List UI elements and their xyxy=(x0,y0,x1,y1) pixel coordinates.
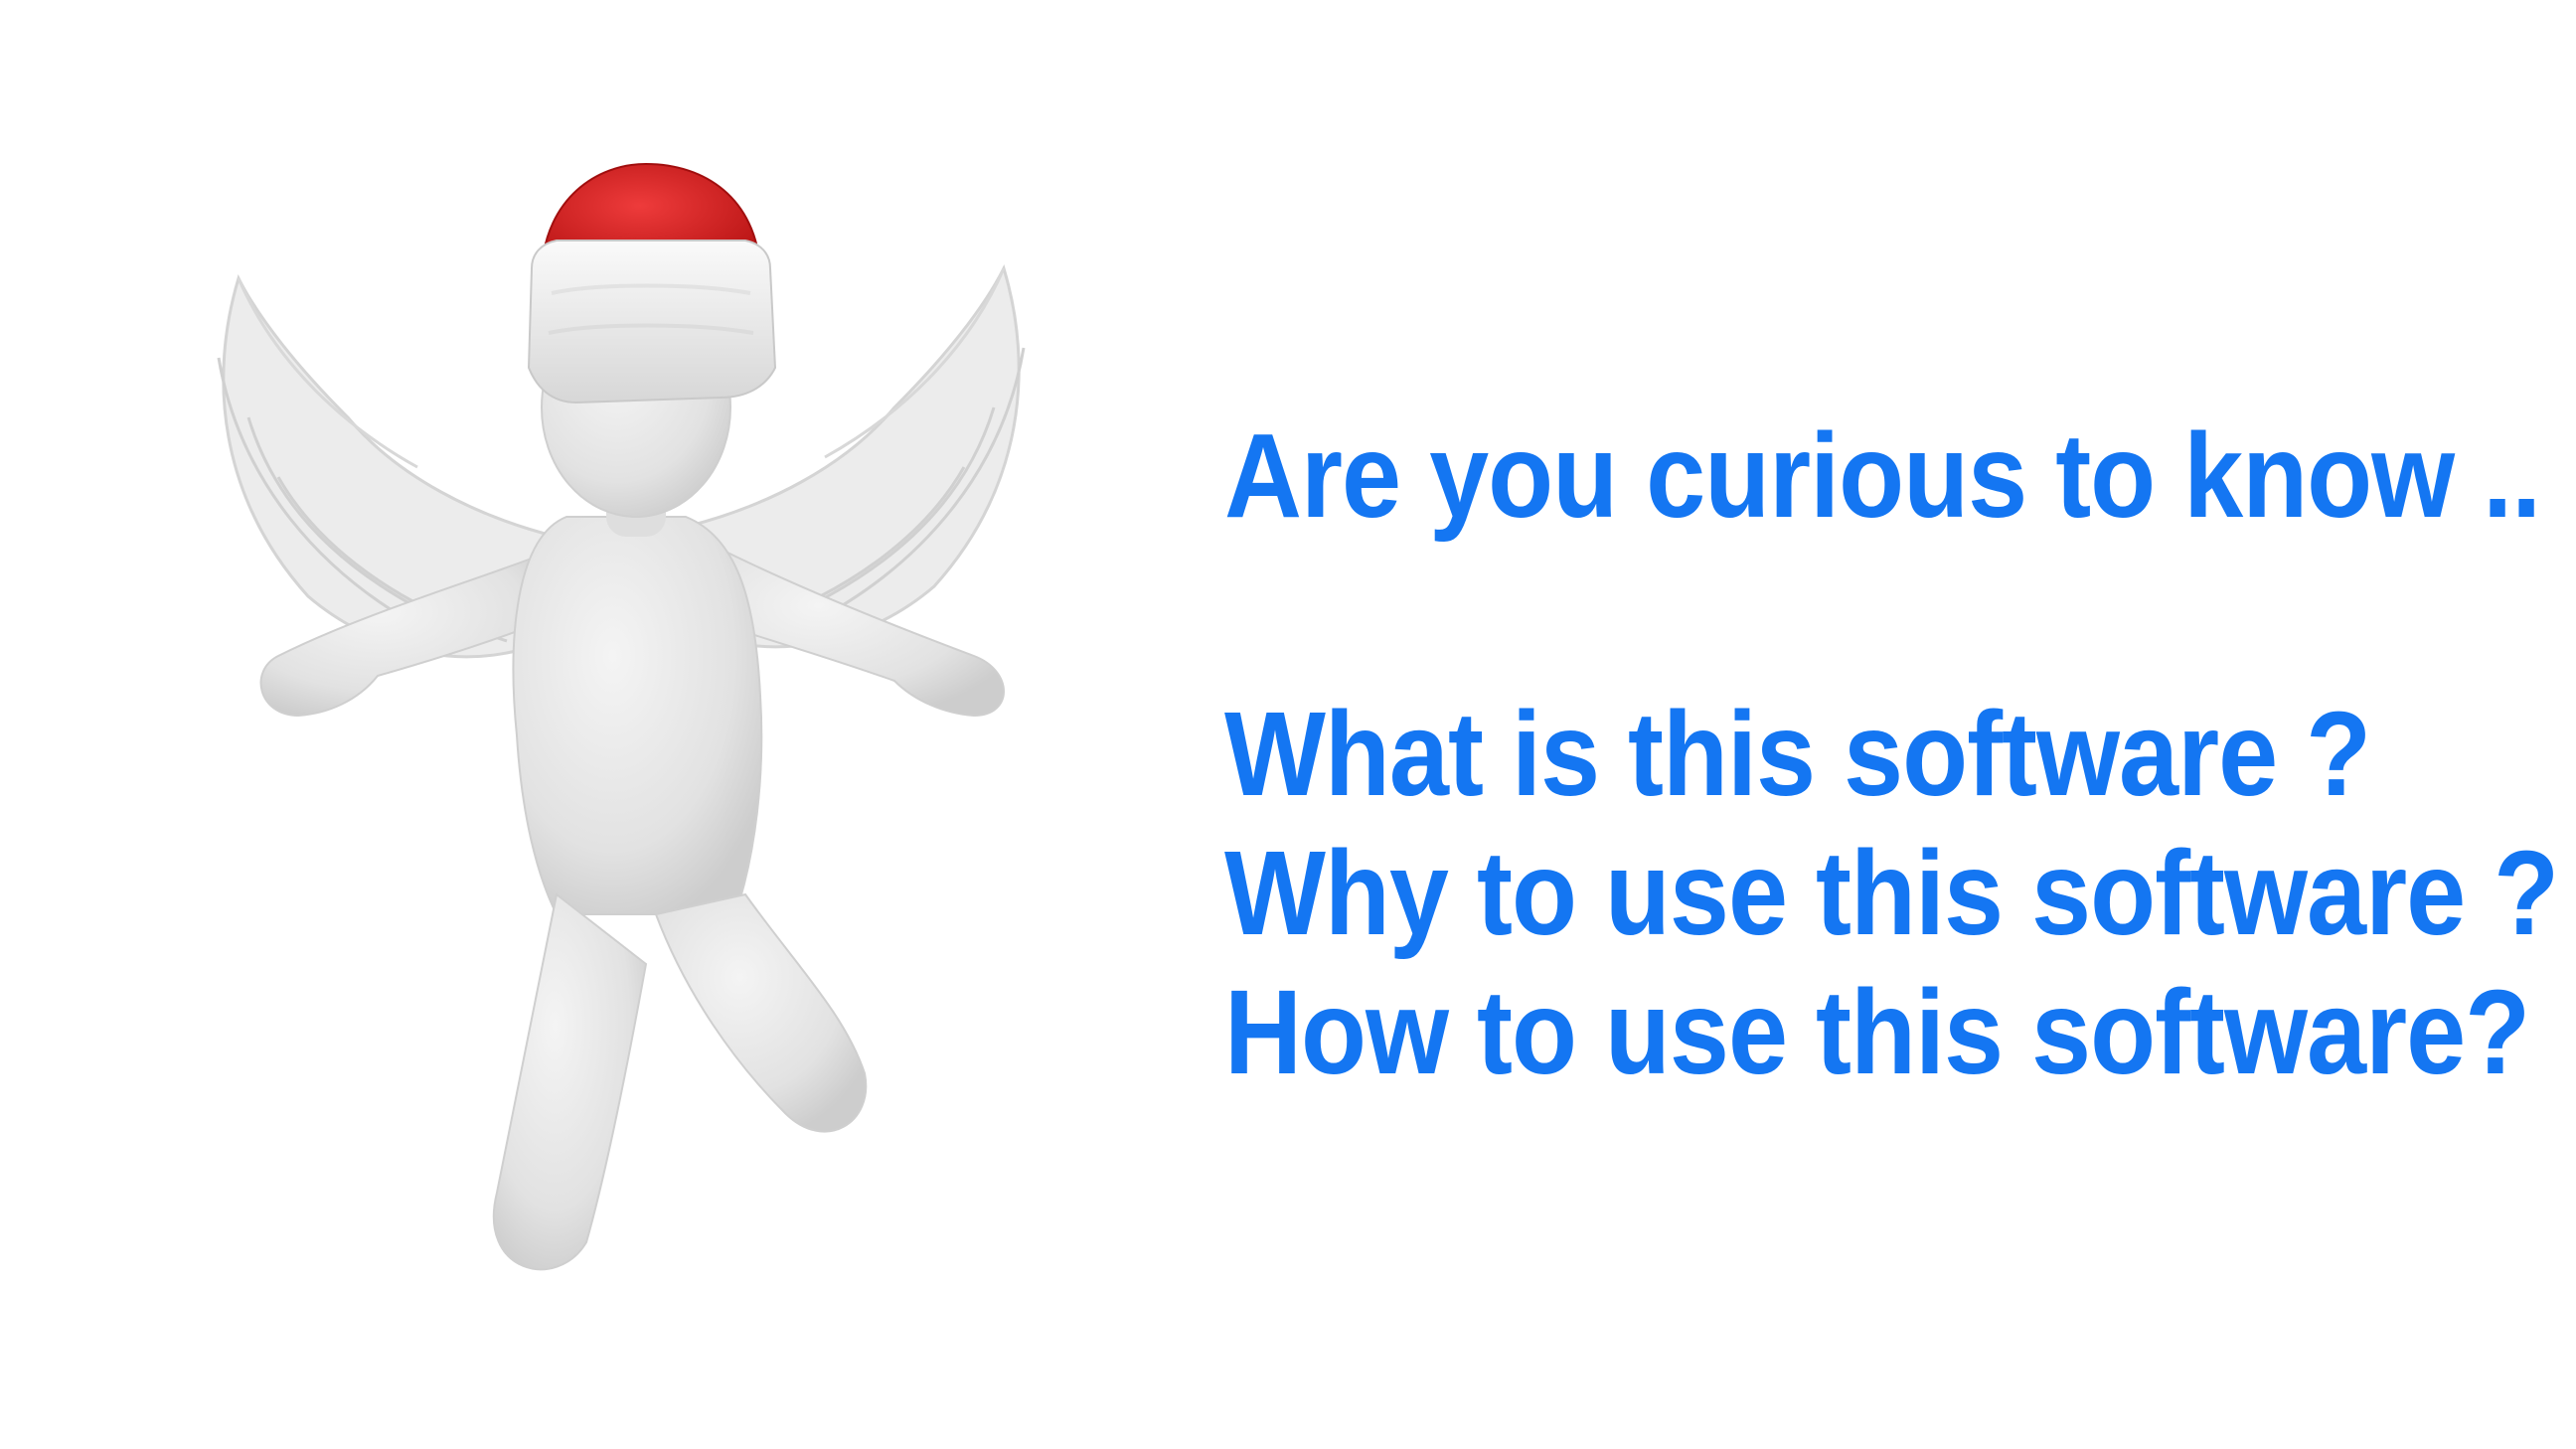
legs-icon xyxy=(492,892,868,1271)
question-why: Why to use this software ? xyxy=(1224,825,2559,960)
arms-icon xyxy=(259,545,1005,718)
intro-heading: Are you curious to know .. xyxy=(1224,407,2541,543)
spacer xyxy=(1224,537,2516,676)
torso-icon xyxy=(512,516,763,915)
santa-hat-icon xyxy=(527,162,777,404)
text-block: Are you curious to know .. What is this … xyxy=(1224,398,2559,1099)
angel-figure-illustration xyxy=(179,119,1073,1352)
left-wing-icon xyxy=(217,273,559,659)
question-what: What is this software ? xyxy=(1224,686,2371,821)
question-how: How to use this software? xyxy=(1224,964,2530,1099)
